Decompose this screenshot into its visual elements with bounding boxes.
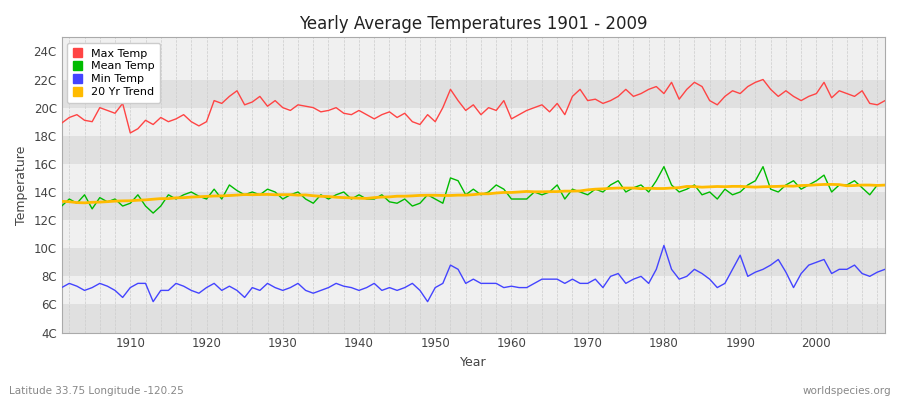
Max Temp [57,121,68,126]
Min Temp [292,281,303,286]
Y-axis label: Temperature: Temperature [15,145,28,225]
Line: Mean Temp: Mean Temp [62,167,885,213]
Mean Temp [506,197,517,202]
Mean Temp [514,197,525,202]
Mean Temp [338,190,349,194]
Bar [62,51,885,80]
20 Yr Trend [79,200,90,205]
Max Temp [117,101,128,106]
Mean Temp [292,190,303,194]
Line: Max Temp: Max Temp [62,80,885,133]
20 Yr Trend [514,190,525,194]
20 Yr Trend [292,193,303,198]
Bar [62,220,885,248]
Max Temp [125,130,136,135]
Min Temp [57,285,68,290]
Line: 20 Yr Trend: 20 Yr Trend [62,184,885,203]
20 Yr Trend [879,183,890,188]
20 Yr Trend [605,186,616,191]
20 Yr Trend [125,198,136,203]
Min Temp [148,299,158,304]
20 Yr Trend [826,182,837,187]
Min Temp [506,284,517,288]
Mean Temp [605,182,616,187]
Bar [62,304,885,332]
Bar [62,136,885,164]
20 Yr Trend [338,195,349,200]
Mean Temp [879,182,890,187]
Bar [62,80,885,108]
Max Temp [514,112,525,117]
Text: Latitude 33.75 Longitude -120.25: Latitude 33.75 Longitude -120.25 [9,386,184,396]
X-axis label: Year: Year [460,356,487,369]
Max Temp [605,98,616,103]
Bar [62,164,885,192]
Bar [62,248,885,276]
Legend: Max Temp, Mean Temp, Min Temp, 20 Yr Trend: Max Temp, Mean Temp, Min Temp, 20 Yr Tre… [68,43,159,103]
Title: Yearly Average Temperatures 1901 - 2009: Yearly Average Temperatures 1901 - 2009 [299,15,648,33]
Max Temp [292,102,303,107]
Max Temp [879,98,890,103]
Bar [62,108,885,136]
Mean Temp [117,204,128,208]
Mean Temp [148,211,158,216]
Mean Temp [57,204,68,208]
Max Temp [758,77,769,82]
Text: worldspecies.org: worldspecies.org [803,386,891,396]
20 Yr Trend [57,199,68,204]
Min Temp [605,274,616,279]
Min Temp [659,243,670,248]
20 Yr Trend [506,190,517,195]
Bar [62,192,885,220]
Min Temp [117,295,128,300]
Min Temp [338,284,349,288]
Max Temp [506,116,517,121]
Min Temp [514,285,525,290]
Max Temp [338,111,349,116]
Line: Min Temp: Min Temp [62,246,885,302]
Bar [62,276,885,304]
Min Temp [879,267,890,272]
Mean Temp [659,164,670,169]
